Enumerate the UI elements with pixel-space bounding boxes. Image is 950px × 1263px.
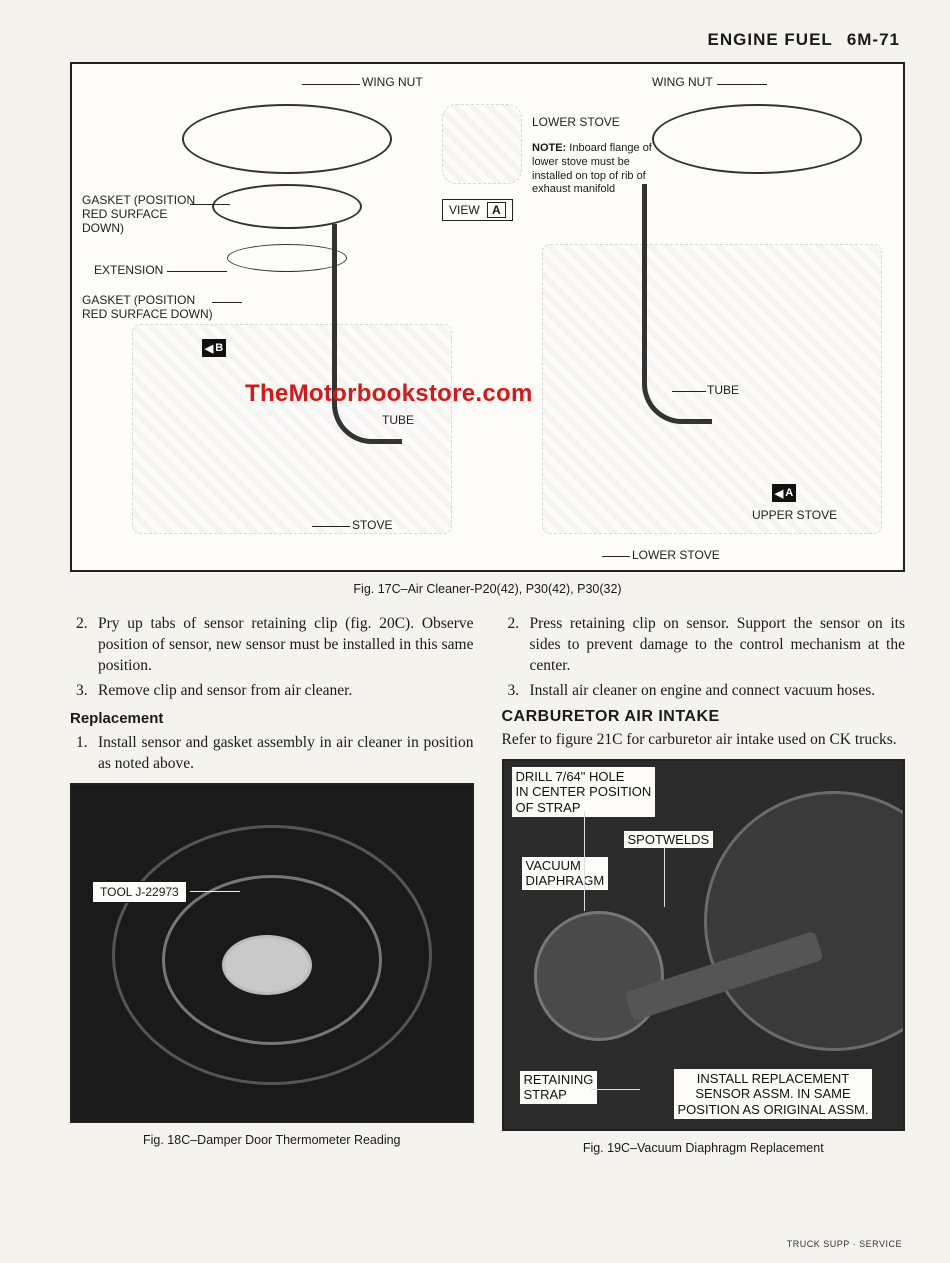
replacement-heading: Replacement [70,710,474,727]
label-wing-nut-right: WING NUT [652,76,713,90]
left-column: 2.Pry up tabs of sensor retaining clip (… [70,614,474,1173]
left-item-2: Pry up tabs of sensor retaining clip (fi… [98,614,474,677]
label-retaining-strap: RETAINING STRAP [520,1071,598,1104]
right-column: 2.Press retaining clip on sensor. Suppor… [502,614,906,1173]
intake-tube-left [332,224,402,444]
left-item-3: Remove clip and sensor from air cleaner. [98,681,352,702]
label-lower-stove-top: LOWER STOVE [532,116,620,130]
right-item-2: Press retaining clip on sensor. Support … [530,614,906,677]
figure-19c-photo: DRILL 7/64" HOLE IN CENTER POSITION OF S… [502,759,906,1131]
label-wing-nut-left: WING NUT [362,76,423,90]
page-header: ENGINE FUEL 6M-71 [70,30,905,50]
air-cleaner-body-left [212,184,362,229]
figure-18c-caption: Fig. 18C–Damper Door Thermometer Reading [70,1133,474,1147]
replacement-item-1: Install sensor and gasket assembly in ai… [98,733,474,775]
view-a-box: VIEW A [442,199,513,221]
view-a-text: VIEW [449,203,480,217]
carburetor-body: Refer to figure 21C for carburetor air i… [502,730,906,751]
intake-tube-right [642,184,712,424]
carburetor-heading: CARBURETOR AIR INTAKE [502,708,906,726]
body-columns: 2.Pry up tabs of sensor retaining clip (… [70,614,905,1173]
gasket-ring-left [227,244,347,272]
label-lower-stove-bottom: LOWER STOVE [632,549,720,563]
footer-mark: TRUCK SUPP · SERVICE [787,1239,902,1249]
arrow-a-letter: A [785,487,793,499]
figure-19c-caption: Fig. 19C–Vacuum Diaphragm Replacement [502,1141,906,1155]
header-page: 6M-71 [847,30,900,49]
label-spotwelds: SPOTWELDS [624,831,714,849]
label-upper-stove: UPPER STOVE [752,509,837,523]
view-a-letter: A [487,202,506,218]
right-item-3: Install air cleaner on engine and connec… [530,681,876,702]
label-vacuum-diaphragm: VACUUM DIAPHRAGM [522,857,609,890]
label-stove-left: STOVE [352,519,392,533]
air-cleaner-lid-right [652,104,862,174]
arrow-b-letter: B [215,342,223,354]
note-lower-stove: NOTE: Inboard flange of lower stove must… [532,142,672,197]
figure-18c-photo: TOOL J-22973 [70,783,474,1123]
label-gasket-top: GASKET (POSITION RED SURFACE DOWN) [82,194,195,235]
arrow-marker-b: ◀B [202,339,226,357]
figure-17c-diagram: WING NUT GASKET (POSITION RED SURFACE DO… [70,62,905,572]
label-tube-right: TUBE [707,384,739,398]
air-cleaner-lid-left [182,104,392,174]
label-install-note: INSTALL REPLACEMENT SENSOR ASSM. IN SAME… [674,1069,873,1120]
header-section: ENGINE FUEL [708,30,833,49]
figure-17c-caption: Fig. 17C–Air Cleaner-P20(42), P30(42), P… [70,582,905,596]
lower-stove-detail [442,104,522,184]
label-extension: EXTENSION [94,264,163,278]
tool-label: TOOL J-22973 [92,881,187,903]
engine-sketch-left [132,324,452,534]
label-gasket-bottom: GASKET (POSITION RED SURFACE DOWN) [82,294,213,322]
arrow-marker-a: ◀A [772,484,796,502]
label-tube-left: TUBE [382,414,414,428]
